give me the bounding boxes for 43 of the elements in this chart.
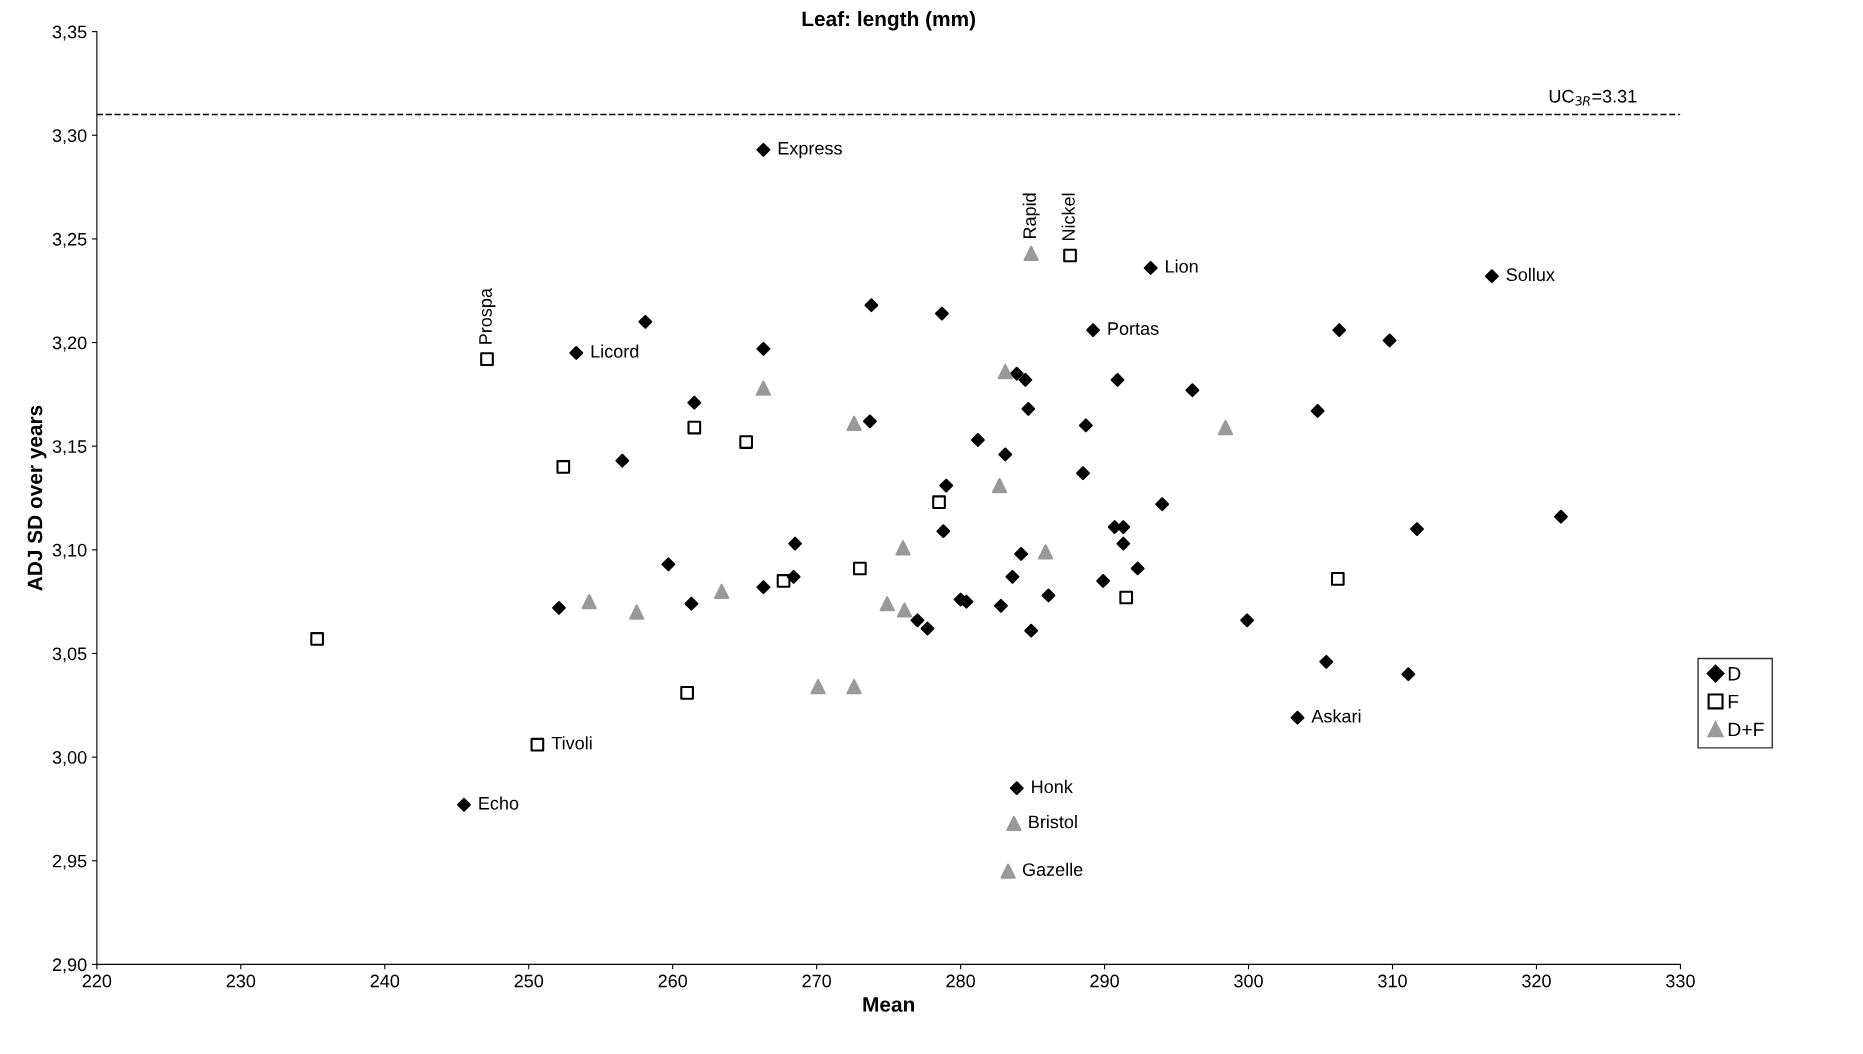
- y-tick-label: 3,20: [52, 336, 87, 352]
- legend-label: D: [1728, 667, 1741, 681]
- x-tick-label: 290: [1090, 974, 1119, 988]
- annotation: Askari: [1311, 709, 1361, 723]
- annotation: Honk: [1032, 779, 1073, 794]
- x-tick-label: 250: [514, 974, 544, 988]
- y-tick-label: 3,15: [52, 440, 87, 456]
- x-tick-label: 270: [802, 974, 832, 988]
- legend-label: F: [1728, 694, 1739, 709]
- annotation: Licord: [591, 344, 639, 358]
- annotation: Echo: [479, 796, 519, 810]
- annotation: Bristol: [1029, 815, 1077, 829]
- x-tick-label: 300: [1234, 974, 1263, 988]
- x-tick-label: 230: [226, 974, 256, 988]
- y-tick-label: 3,05: [52, 647, 87, 663]
- annotation: Nickel: [1061, 193, 1075, 241]
- legend-label: D+F: [1728, 722, 1764, 737]
- x-axis-title: Mean: [863, 997, 914, 1012]
- x-tick-label: 240: [370, 974, 400, 988]
- annotation: Tivoli: [551, 736, 592, 750]
- x-tick-label: 330: [1666, 974, 1695, 988]
- x-tick-label: 280: [946, 974, 975, 988]
- annotation: Express: [778, 142, 842, 159]
- y-axis-title: ADJ SD over years: [27, 405, 47, 591]
- annotation: Gazelle: [1022, 862, 1083, 876]
- ref-line-label: UC$_{3R}$=3.31: [1549, 89, 1637, 106]
- chart-title: Leaf: length (mm): [802, 10, 975, 31]
- annotation: Rapid: [1022, 193, 1040, 239]
- y-tick-label: 3,25: [52, 232, 87, 248]
- x-tick-label: 320: [1522, 974, 1551, 988]
- annotation: Lion: [1166, 259, 1198, 273]
- annotation: Prospa: [479, 288, 496, 344]
- x-tick-label: 310: [1378, 974, 1407, 988]
- y-tick-label: 3,10: [52, 543, 87, 559]
- y-tick-label: 3,35: [52, 25, 87, 41]
- y-tick-label: 2,90: [52, 958, 87, 974]
- annotation: Portas: [1108, 322, 1159, 335]
- y-tick-label: 3,30: [52, 129, 87, 145]
- y-tick-label: 2,95: [52, 854, 87, 870]
- y-tick-label: 3,00: [52, 751, 87, 766]
- annotation: Sollux: [1506, 267, 1555, 282]
- x-tick-label: 260: [658, 974, 688, 988]
- x-tick-label: 220: [82, 974, 112, 988]
